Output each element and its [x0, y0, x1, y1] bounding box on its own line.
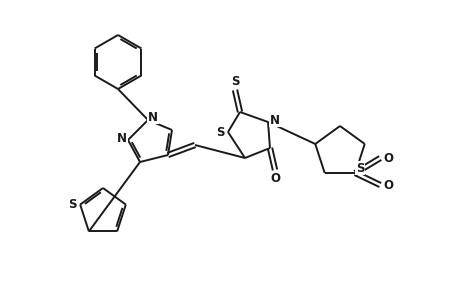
Text: S: S — [230, 74, 239, 88]
Text: O: O — [382, 152, 392, 164]
Text: O: O — [382, 178, 392, 191]
Text: S: S — [355, 161, 364, 175]
Text: N: N — [148, 110, 157, 124]
Text: S: S — [215, 125, 224, 139]
Text: O: O — [269, 172, 280, 185]
Text: N: N — [117, 131, 127, 145]
Text: S: S — [68, 198, 76, 211]
Text: N: N — [269, 113, 280, 127]
